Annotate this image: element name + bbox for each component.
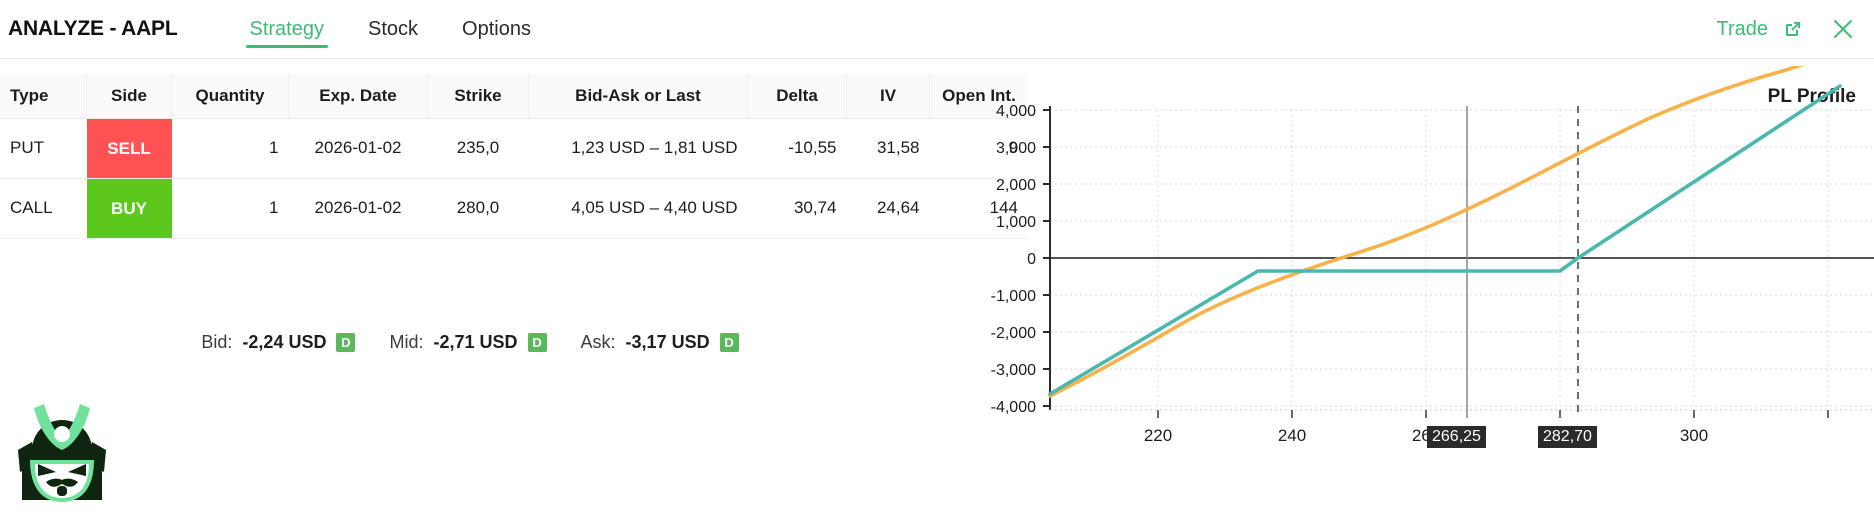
tab-bar: Strategy Stock Options <box>228 0 553 58</box>
grid-horizontal <box>1050 109 1874 407</box>
series-at-expiration <box>1048 84 1842 396</box>
ask-debit-badge: D <box>719 333 739 352</box>
col-open-int: Open Int. <box>929 74 1028 119</box>
col-quantity: Quantity <box>171 74 289 119</box>
grid-vertical <box>1157 110 1829 406</box>
cell-iv: 31,58 <box>846 118 930 179</box>
y-tick-labels: 4,000 3,000 2,000 1,000 0 -1,000 -2,000 … <box>991 103 1036 416</box>
y-tick-label: 4,000 <box>996 103 1036 120</box>
ask-group: Ask: -3,17 USD D <box>581 332 739 353</box>
y-tick-label: 1,000 <box>996 214 1036 231</box>
col-type: Type <box>0 74 87 119</box>
samurai-mask-logo <box>18 404 106 502</box>
cell-bid-ask: 4,05 USD – 4,40 USD <box>528 178 748 239</box>
bid-debit-badge: D <box>336 333 356 352</box>
col-side: Side <box>86 74 172 119</box>
y-axis-ticks <box>1043 109 1050 407</box>
cell-strike: 280,0 <box>427 178 529 239</box>
cell-iv: 24,64 <box>846 178 930 239</box>
mid-group: Mid: -2,71 USD D <box>389 332 547 353</box>
cell-type: CALL <box>0 178 87 239</box>
side-badge-buy: BUY <box>86 178 172 238</box>
table-row[interactable]: PUT SELL 1 2026-01-02 235,0 1,23 USD – 1… <box>0 118 1028 179</box>
cell-open-int: 9 <box>929 118 1028 179</box>
col-bid-ask: Bid-Ask or Last <box>528 74 748 119</box>
ask-label: Ask: <box>580 332 616 352</box>
pl-profile-chart: PL Profile <box>940 66 1874 520</box>
trade-button-label: Trade <box>1716 17 1768 40</box>
header-actions: Trade <box>1716 0 1856 58</box>
cell-type: PUT <box>0 118 87 179</box>
col-iv: IV <box>846 74 930 119</box>
y-tick-label: -3,000 <box>991 362 1036 379</box>
cell-side[interactable]: SELL <box>86 118 172 179</box>
bid-value: -2,24 USD <box>242 332 327 352</box>
y-tick-label: -2,000 <box>991 325 1036 342</box>
cell-open-int: 144 <box>929 178 1028 239</box>
side-badge-sell: SELL <box>86 118 172 178</box>
trade-button[interactable]: Trade <box>1716 18 1804 41</box>
mid-label: Mid: <box>389 332 424 352</box>
tab-options-label: Options <box>462 17 531 40</box>
cell-exp-date: 2026-01-02 <box>288 178 428 239</box>
breakeven-marker-label: 282,70 <box>1538 426 1597 448</box>
cell-delta: -10,55 <box>747 118 847 179</box>
tab-strategy-label: Strategy <box>249 17 324 40</box>
cell-strike: 235,0 <box>427 118 529 179</box>
external-link-icon <box>1786 22 1800 36</box>
cell-side[interactable]: BUY <box>86 178 172 239</box>
y-tick-label: -1,000 <box>991 288 1036 305</box>
x-axis-ticks <box>1157 410 1829 418</box>
y-tick-label: 2,000 <box>996 177 1036 194</box>
y-tick-label: 3,000 <box>996 140 1036 157</box>
cell-quantity: 1 <box>171 118 289 179</box>
cell-exp-date: 2026-01-02 <box>288 118 428 179</box>
ask-value: -3,17 USD <box>625 332 710 352</box>
cell-quantity: 1 <box>171 178 289 239</box>
x-tick-label: 300 <box>1680 426 1708 445</box>
cell-delta: 30,74 <box>747 178 847 239</box>
x-tick-label: 240 <box>1278 426 1306 445</box>
page-title: ANALYZE - AAPL <box>8 17 178 40</box>
mid-value: -2,71 USD <box>433 332 518 352</box>
quote-summary: Bid: -2,24 USD D Mid: -2,71 USD D Ask: -… <box>0 332 940 353</box>
series-current-value <box>1048 66 1804 398</box>
col-delta: Delta <box>747 74 847 119</box>
y-tick-label: 0 <box>1027 251 1036 268</box>
col-exp-date: Exp. Date <box>288 74 428 119</box>
tab-options[interactable]: Options <box>440 0 553 58</box>
tab-stock[interactable]: Stock <box>346 0 440 58</box>
tab-strategy[interactable]: Strategy <box>228 0 346 58</box>
x-tick-label: 220 <box>1144 426 1172 445</box>
table-header-row: Type Side Quantity Exp. Date Strike Bid-… <box>0 74 1028 119</box>
table-row[interactable]: CALL BUY 1 2026-01-02 280,0 4,05 USD – 4… <box>0 178 1028 239</box>
bid-group: Bid: -2,24 USD D <box>201 332 356 353</box>
bid-label: Bid: <box>201 332 233 352</box>
window-header: ANALYZE - AAPL Strategy Stock Options Tr… <box>0 0 1874 59</box>
strategy-legs-table: Type Side Quantity Exp. Date Strike Bid-… <box>0 74 1028 239</box>
close-icon[interactable] <box>1830 16 1856 42</box>
y-tick-label: -4,000 <box>991 399 1036 416</box>
current-price-marker-label: 266,25 <box>1427 426 1486 448</box>
col-strike: Strike <box>427 74 529 119</box>
chart-canvas: 4,000 3,000 2,000 1,000 0 -1,000 -2,000 … <box>991 66 1874 445</box>
mid-debit-badge: D <box>527 333 547 352</box>
tab-stock-label: Stock <box>367 17 419 40</box>
x-tick-labels: 220 240 260 280 300 <box>1144 426 1708 445</box>
cell-bid-ask: 1,23 USD – 1,81 USD <box>528 118 748 179</box>
